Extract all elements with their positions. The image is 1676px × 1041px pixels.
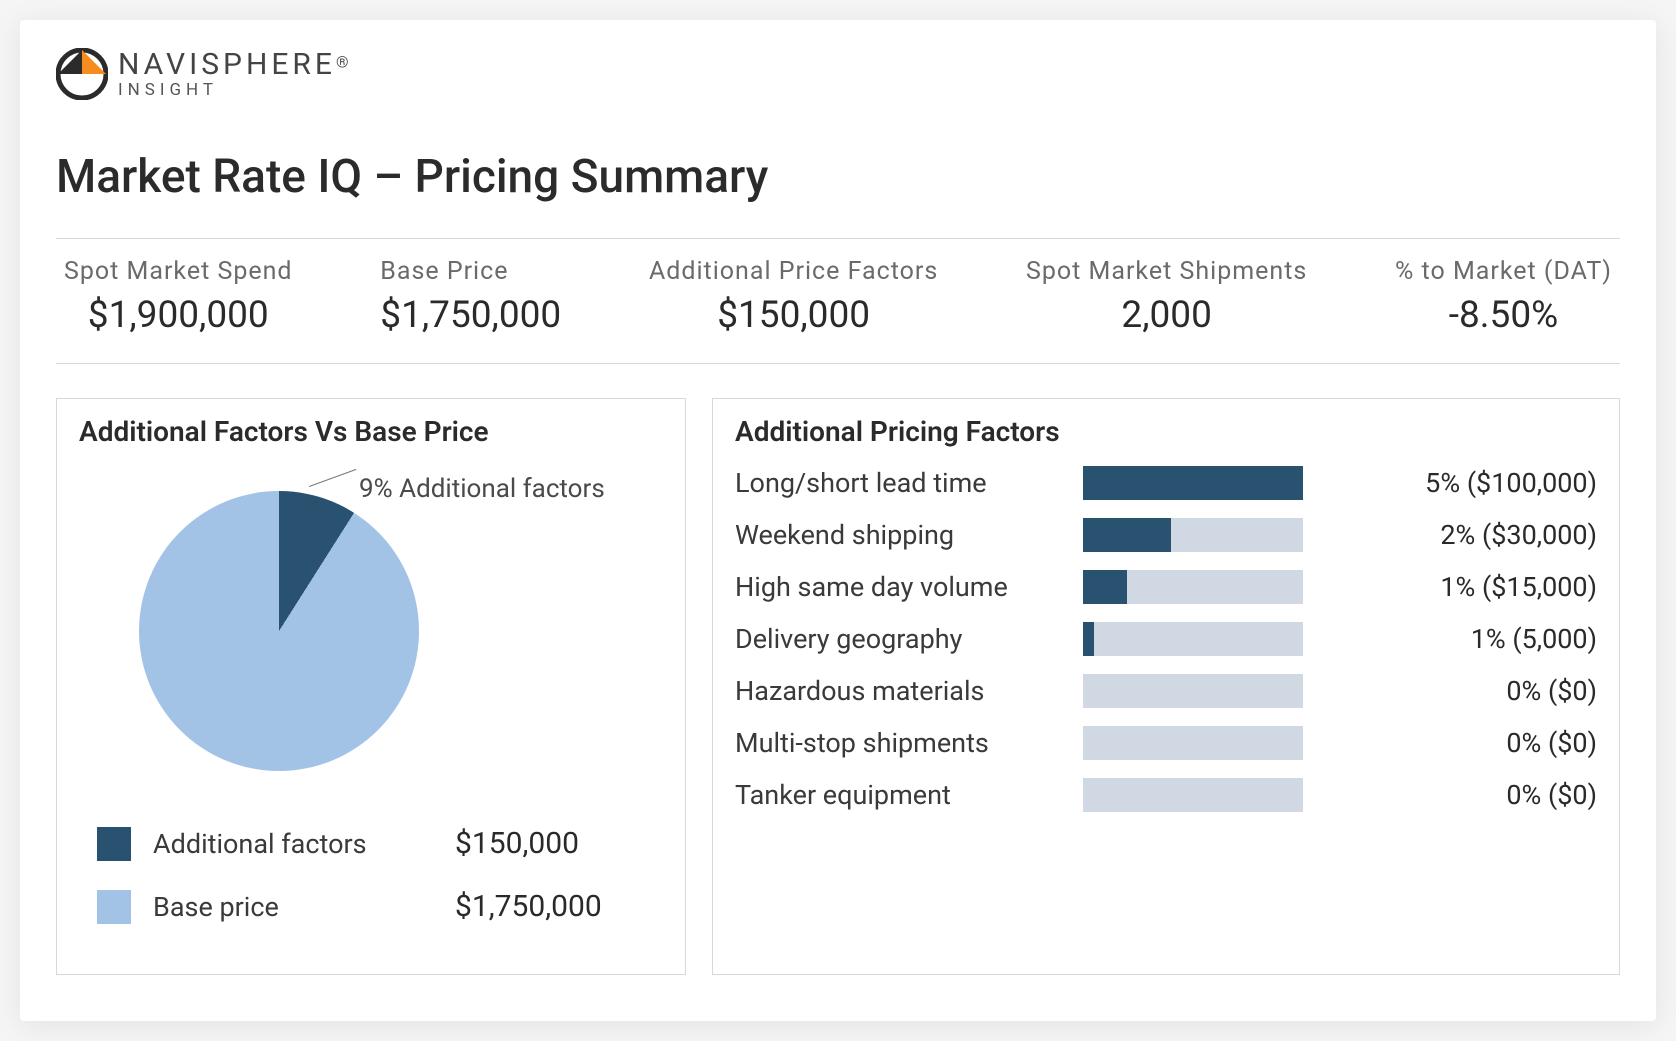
panel-title: Additional Pricing Factors bbox=[735, 415, 1597, 448]
metrics-row: Spot Market Spend $1,900,000 Base Price … bbox=[56, 238, 1620, 364]
factor-row: Weekend shipping 2% ($30,000) bbox=[735, 518, 1597, 552]
legend-row: Additional factors $150,000 bbox=[97, 826, 645, 861]
panel-factors: Additional Pricing Factors Long/short le… bbox=[712, 398, 1620, 975]
factor-bar bbox=[1083, 778, 1303, 812]
metric-base-price: Base Price $1,750,000 bbox=[380, 257, 561, 337]
brand-text: NAVISPHERE® INSIGHT bbox=[118, 50, 349, 99]
factor-bar-fill bbox=[1083, 466, 1303, 500]
metric-spot-market-shipments: Spot Market Shipments 2,000 bbox=[1026, 257, 1307, 337]
factor-row: Hazardous materials 0% ($0) bbox=[735, 674, 1597, 708]
factor-label: Long/short lead time bbox=[735, 467, 1065, 499]
metric-label: Base Price bbox=[380, 257, 508, 286]
factor-value: 2% ($30,000) bbox=[1321, 519, 1597, 551]
factor-row: High same day volume 1% ($15,000) bbox=[735, 570, 1597, 604]
factor-list: Long/short lead time 5% ($100,000) Weekend… bbox=[735, 466, 1597, 812]
factor-row: Delivery geography 1% (5,000) bbox=[735, 622, 1597, 656]
factor-label: Weekend shipping bbox=[735, 519, 1065, 551]
legend-value: $150,000 bbox=[455, 826, 645, 861]
factor-bar bbox=[1083, 518, 1303, 552]
metric-additional-price-factors: Additional Price Factors $150,000 bbox=[649, 257, 938, 337]
pie-wrap: 9% Additional factors bbox=[79, 466, 663, 796]
factor-label: Multi-stop shipments bbox=[735, 727, 1065, 759]
brand-logo: NAVISPHERE® INSIGHT bbox=[56, 48, 1620, 100]
metric-label: % to Market (DAT) bbox=[1395, 257, 1612, 286]
pie-leader-line bbox=[309, 469, 366, 514]
factor-label: Tanker equipment bbox=[735, 779, 1065, 811]
metric-value: 2,000 bbox=[1121, 294, 1211, 337]
legend-swatch bbox=[97, 890, 131, 924]
metric-label: Spot Market Spend bbox=[64, 257, 293, 286]
metric-value: -8.50% bbox=[1449, 294, 1558, 337]
metric-value: $1,750,000 bbox=[380, 294, 561, 337]
pie-callout: 9% Additional factors bbox=[359, 474, 605, 504]
factor-label: Delivery geography bbox=[735, 623, 1065, 655]
factor-label: High same day volume bbox=[735, 571, 1065, 603]
metric-pct-to-market: % to Market (DAT) -8.50% bbox=[1395, 257, 1612, 337]
factor-bar-fill bbox=[1083, 518, 1171, 552]
factor-bar bbox=[1083, 466, 1303, 500]
factor-row: Tanker equipment 0% ($0) bbox=[735, 778, 1597, 812]
factor-bar bbox=[1083, 674, 1303, 708]
factor-bar bbox=[1083, 622, 1303, 656]
factor-bar-fill bbox=[1083, 622, 1094, 656]
dashboard: NAVISPHERE® INSIGHT Market Rate IQ – Pri… bbox=[20, 20, 1656, 1021]
factor-bar bbox=[1083, 726, 1303, 760]
factor-bar bbox=[1083, 570, 1303, 604]
metric-label: Additional Price Factors bbox=[649, 257, 938, 286]
factor-value: 1% ($15,000) bbox=[1321, 571, 1597, 603]
factor-value: 0% ($0) bbox=[1321, 727, 1597, 759]
brand-sub: INSIGHT bbox=[118, 82, 349, 99]
factor-row: Multi-stop shipments 0% ($0) bbox=[735, 726, 1597, 760]
legend-label: Additional factors bbox=[153, 828, 455, 860]
panels: Additional Factors Vs Base Price 9% Addi… bbox=[56, 398, 1620, 975]
navisphere-logo-icon bbox=[56, 48, 108, 100]
factor-bar-fill bbox=[1083, 570, 1127, 604]
pie-chart bbox=[139, 491, 419, 771]
page-title: Market Rate IQ – Pricing Summary bbox=[56, 150, 1620, 204]
factor-row: Long/short lead time 5% ($100,000) bbox=[735, 466, 1597, 500]
factor-value: 5% ($100,000) bbox=[1321, 467, 1597, 499]
pie-legend: Additional factors $150,000 Base price $… bbox=[79, 826, 663, 924]
panel-title: Additional Factors Vs Base Price bbox=[79, 415, 663, 448]
metric-value: $150,000 bbox=[717, 294, 870, 337]
brand-main: NAVISPHERE bbox=[118, 47, 336, 82]
factor-value: 0% ($0) bbox=[1321, 675, 1597, 707]
factor-value: 0% ($0) bbox=[1321, 779, 1597, 811]
legend-value: $1,750,000 bbox=[455, 889, 645, 924]
metric-value: $1,900,000 bbox=[88, 294, 269, 337]
legend-row: Base price $1,750,000 bbox=[97, 889, 645, 924]
metric-spot-market-spend: Spot Market Spend $1,900,000 bbox=[64, 257, 293, 337]
registered-mark: ® bbox=[336, 52, 349, 71]
factor-label: Hazardous materials bbox=[735, 675, 1065, 707]
metric-label: Spot Market Shipments bbox=[1026, 257, 1307, 286]
panel-pie: Additional Factors Vs Base Price 9% Addi… bbox=[56, 398, 686, 975]
factor-value: 1% (5,000) bbox=[1321, 623, 1597, 655]
legend-swatch bbox=[97, 827, 131, 861]
legend-label: Base price bbox=[153, 891, 455, 923]
